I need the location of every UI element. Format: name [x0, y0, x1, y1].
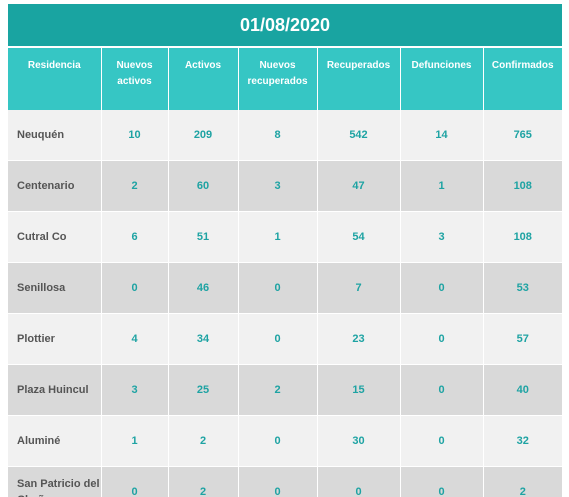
cell-nuevos-recuperados: 2 — [238, 364, 318, 416]
cell-nuevos-activos: 0 — [101, 466, 169, 497]
cell-defunciones: 0 — [400, 415, 484, 467]
cell-nuevos-activos: 0 — [101, 262, 169, 314]
cell-defunciones: 0 — [400, 364, 484, 416]
cell-residencia: Plaza Huincul — [8, 364, 102, 416]
table-header-row: Residencia Nuevos activos Activos Nuevos… — [8, 48, 562, 110]
header-activos: Activos — [168, 48, 239, 110]
cell-activos: 34 — [168, 313, 239, 365]
cell-defunciones: 0 — [400, 262, 484, 314]
cell-confirmados: 2 — [483, 466, 562, 497]
cell-nuevos-activos: 6 — [101, 211, 169, 263]
cell-activos: 25 — [168, 364, 239, 416]
cell-recuperados: 23 — [317, 313, 401, 365]
covid-report-table: 01/08/2020 Residencia Nuevos activos Act… — [8, 4, 562, 497]
cell-activos: 2 — [168, 466, 239, 497]
table-row: Plottier 4 34 0 23 0 57 — [8, 313, 562, 365]
cell-defunciones: 14 — [400, 110, 484, 161]
cell-residencia: Neuquén — [8, 110, 102, 161]
cell-confirmados: 765 — [483, 110, 562, 161]
cell-residencia: Centenario — [8, 160, 102, 212]
cell-defunciones: 0 — [400, 466, 484, 497]
cell-confirmados: 40 — [483, 364, 562, 416]
cell-confirmados: 53 — [483, 262, 562, 314]
cell-residencia: Cutral Co — [8, 211, 102, 263]
cell-nuevos-activos: 3 — [101, 364, 169, 416]
cell-residencia: San Patricio del Chañar — [8, 466, 102, 497]
cell-nuevos-recuperados: 0 — [238, 262, 318, 314]
header-confirmados: Confirmados — [483, 48, 562, 110]
cell-defunciones: 0 — [400, 313, 484, 365]
table-row: Plaza Huincul 3 25 2 15 0 40 — [8, 364, 562, 416]
cell-confirmados: 108 — [483, 211, 562, 263]
cell-nuevos-activos: 10 — [101, 110, 169, 161]
cell-nuevos-recuperados: 0 — [238, 313, 318, 365]
cell-recuperados: 47 — [317, 160, 401, 212]
cell-residencia: Aluminé — [8, 415, 102, 467]
cell-activos: 46 — [168, 262, 239, 314]
cell-nuevos-recuperados: 8 — [238, 110, 318, 161]
table-row: Cutral Co 6 51 1 54 3 108 — [8, 211, 562, 263]
cell-residencia: Senillosa — [8, 262, 102, 314]
header-recuperados: Recuperados — [317, 48, 401, 110]
header-nuevos-recuperados: Nuevos recuperados — [238, 48, 318, 110]
report-date-title: 01/08/2020 — [8, 4, 562, 48]
table-row: Centenario 2 60 3 47 1 108 — [8, 160, 562, 212]
cell-activos: 60 — [168, 160, 239, 212]
header-residencia: Residencia — [8, 48, 102, 110]
cell-activos: 51 — [168, 211, 239, 263]
header-nuevos-activos: Nuevos activos — [101, 48, 169, 110]
cell-activos: 2 — [168, 415, 239, 467]
cell-confirmados: 57 — [483, 313, 562, 365]
table-row: Senillosa 0 46 0 7 0 53 — [8, 262, 562, 314]
cell-confirmados: 32 — [483, 415, 562, 467]
cell-recuperados: 15 — [317, 364, 401, 416]
cell-recuperados: 0 — [317, 466, 401, 497]
table-body: Neuquén 10 209 8 542 14 765 Centenario 2… — [8, 110, 562, 497]
cell-nuevos-recuperados: 1 — [238, 211, 318, 263]
cell-nuevos-recuperados: 3 — [238, 160, 318, 212]
cell-recuperados: 54 — [317, 211, 401, 263]
cell-nuevos-activos: 1 — [101, 415, 169, 467]
table-row: Neuquén 10 209 8 542 14 765 — [8, 110, 562, 161]
cell-activos: 209 — [168, 110, 239, 161]
cell-recuperados: 7 — [317, 262, 401, 314]
cell-defunciones: 3 — [400, 211, 484, 263]
cell-nuevos-activos: 4 — [101, 313, 169, 365]
cell-recuperados: 542 — [317, 110, 401, 161]
header-defunciones: Defunciones — [400, 48, 484, 110]
table-row: Aluminé 1 2 0 30 0 32 — [8, 415, 562, 467]
cell-defunciones: 1 — [400, 160, 484, 212]
cell-confirmados: 108 — [483, 160, 562, 212]
cell-residencia: Plottier — [8, 313, 102, 365]
cases-table: Residencia Nuevos activos Activos Nuevos… — [8, 48, 562, 497]
cell-recuperados: 30 — [317, 415, 401, 467]
table-row: San Patricio del Chañar 0 2 0 0 0 2 — [8, 466, 562, 497]
cell-nuevos-activos: 2 — [101, 160, 169, 212]
cell-nuevos-recuperados: 0 — [238, 466, 318, 497]
cell-nuevos-recuperados: 0 — [238, 415, 318, 467]
